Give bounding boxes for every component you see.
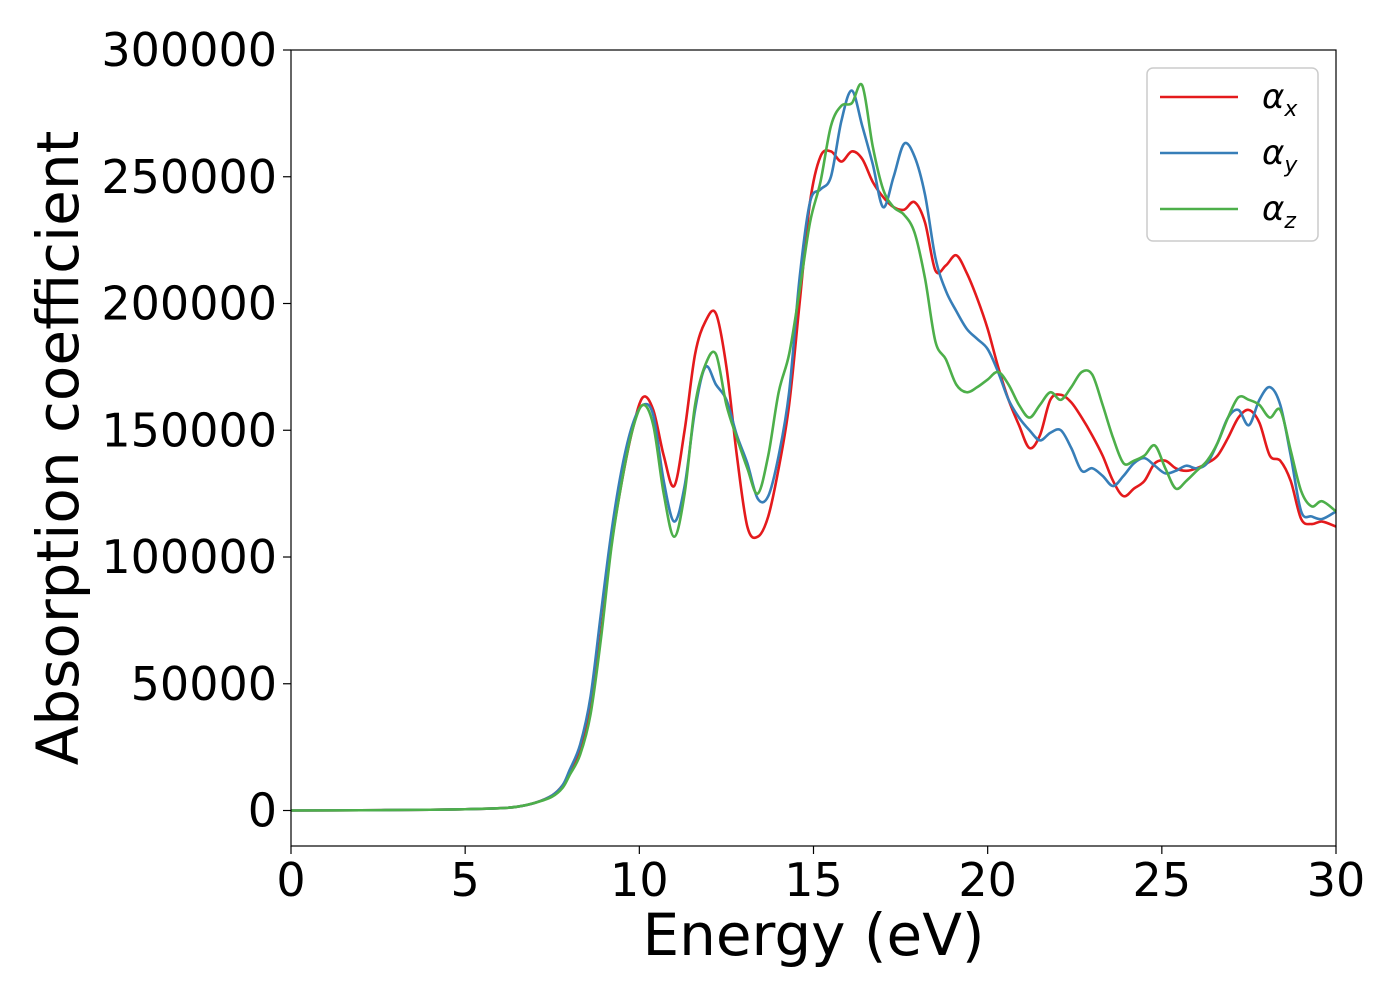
legend-symbol: α (1262, 133, 1284, 173)
series-line-z (290, 82, 1337, 812)
y-tick-label: 150000 (101, 403, 277, 457)
y-tick-label: 50000 (131, 657, 277, 711)
y-axis-ticks: 0 50000 100000 150000 200000 250000 300000 (101, 23, 291, 838)
x-tick-label: 30 (1307, 853, 1366, 907)
x-axis-ticks: 0 5 10 15 20 25 30 (276, 846, 1365, 907)
legend-symbol: α (1262, 189, 1284, 229)
x-tick-label: 25 (1133, 853, 1192, 907)
legend-label-y: αy (1262, 133, 1298, 178)
x-tick-label: 20 (958, 853, 1017, 907)
series-layer (290, 82, 1337, 812)
x-tick-label: 5 (451, 853, 480, 907)
legend-subscript: y (1283, 153, 1298, 178)
y-axis-title: Absorption coefficient (24, 131, 92, 766)
y-tick-label: 0 (248, 784, 277, 838)
series-line-y (290, 89, 1337, 812)
x-axis-title: Energy (eV) (642, 901, 984, 969)
y-tick-label: 250000 (101, 150, 277, 204)
y-tick-label: 100000 (101, 530, 277, 584)
y-tick-label: 300000 (101, 23, 277, 77)
x-tick-label: 10 (610, 853, 669, 907)
legend-box (1146, 67, 1319, 242)
x-tick-label: 0 (276, 853, 305, 907)
legend-subscript: x (1283, 97, 1298, 122)
plot-frame (290, 49, 1337, 847)
legend-symbol: α (1262, 77, 1284, 117)
y-tick-label: 200000 (101, 277, 277, 331)
legend-label-z: αz (1262, 189, 1296, 234)
legend-subscript: z (1283, 209, 1296, 234)
x-tick-label: 15 (784, 853, 843, 907)
legend-label-x: αx (1262, 77, 1298, 122)
